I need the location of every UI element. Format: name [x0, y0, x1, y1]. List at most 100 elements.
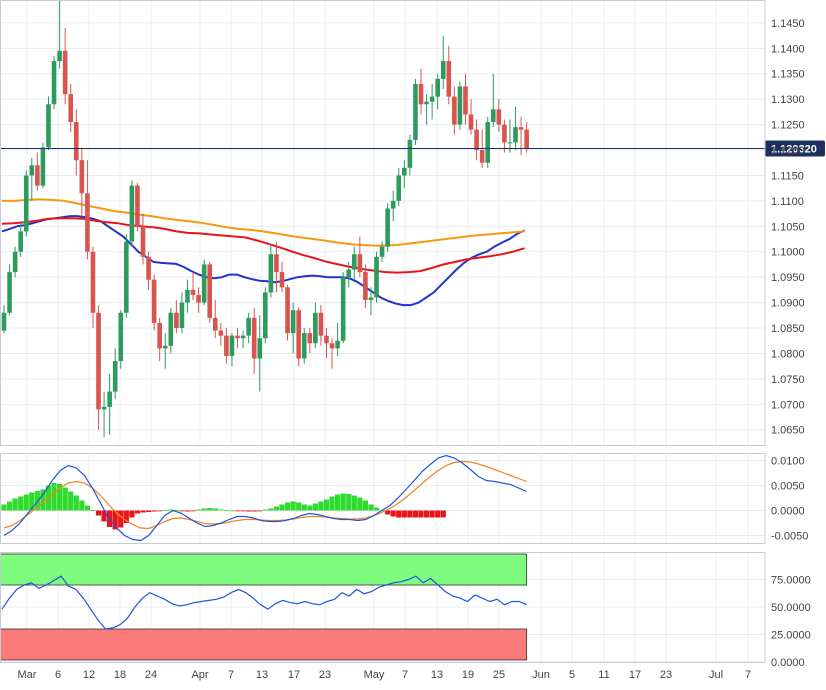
panel-frame	[0, 0, 766, 446]
candle-body	[285, 287, 290, 334]
macd-histogram-bar	[340, 493, 346, 511]
candle-body	[112, 361, 118, 392]
candle-body	[335, 340, 340, 349]
panel-frame	[0, 453, 766, 544]
macd-histogram-bar	[373, 507, 380, 511]
candle-body	[90, 251, 96, 313]
x-tick-label: 24	[145, 669, 157, 681]
candle-body	[463, 86, 468, 115]
macd-histogram-bar	[145, 510, 152, 512]
x-tick-label: 7	[402, 669, 408, 681]
macd-histogram-bar	[29, 492, 35, 511]
candle-body	[51, 61, 57, 105]
candle-body	[62, 50, 68, 95]
candle-body	[151, 279, 157, 323]
macd-histogram-bar	[179, 510, 185, 512]
macd-histogram-bar	[368, 504, 374, 511]
candle-body	[474, 129, 479, 151]
current-price-line: 1.120320	[0, 140, 825, 157]
y-tick-label: 1.1400	[771, 43, 805, 55]
candle-body	[390, 200, 396, 209]
macd-histogram-bar	[257, 510, 263, 512]
x-tick-label: Mar	[18, 669, 37, 681]
candle-body	[279, 272, 285, 288]
candle-body	[502, 124, 507, 143]
macd-histogram-bar	[357, 497, 363, 511]
candle-body	[513, 127, 518, 143]
x-tick-label: 17	[629, 669, 641, 681]
macd-histogram-bar	[401, 510, 407, 518]
candle-body	[346, 269, 352, 278]
candle-body	[452, 96, 457, 125]
macd-histogram-bar	[212, 508, 218, 511]
macd-histogram-bar	[168, 509, 174, 511]
macd-histogram-bar	[301, 504, 307, 511]
macd-histogram-bar	[84, 505, 90, 511]
macd-histogram-bar	[246, 510, 252, 512]
macd-histogram-bar	[101, 510, 107, 522]
macd-histogram-bar	[95, 510, 102, 516]
candle-body	[190, 289, 196, 295]
candle-body	[257, 338, 263, 359]
macd-histogram-bar	[134, 510, 141, 514]
macd-histogram-bar	[184, 510, 191, 512]
price-tag	[765, 140, 825, 157]
candle-body	[7, 272, 12, 313]
x-tick-label: Jun	[532, 669, 550, 681]
moving-average-line	[1, 215, 526, 307]
x-tick-label: 6	[55, 669, 61, 681]
macd-histogram-bar	[51, 483, 57, 511]
macd-line	[3, 454, 527, 542]
y-tick-label: 1.0750	[771, 374, 805, 386]
y-tick-label: 1.1100	[771, 196, 804, 208]
candle-body	[385, 208, 390, 247]
candle-body	[18, 231, 23, 252]
candle-body	[118, 312, 124, 362]
candle-body	[313, 312, 318, 344]
macd-histogram-bar	[57, 484, 63, 511]
y-tick-label: 1.1000	[771, 247, 805, 259]
candle-body	[524, 129, 529, 149]
candle-body	[201, 264, 207, 303]
macd-histogram-bar	[268, 508, 274, 511]
macd-histogram-bar	[140, 510, 146, 513]
macd-histogram-bar	[262, 509, 268, 511]
candle-body	[496, 109, 502, 125]
macd-histogram-bar	[123, 510, 129, 523]
y-tick-label: 75.0000	[771, 575, 811, 587]
candle-body	[368, 297, 374, 301]
macd-histogram-bar	[18, 496, 24, 511]
candle-body	[146, 256, 151, 280]
candle-body	[68, 94, 74, 123]
candle-body	[12, 251, 18, 273]
x-tick-label: 13	[256, 669, 268, 681]
macd-histogram-bar	[423, 510, 430, 518]
candle-body	[35, 165, 40, 186]
macd-histogram-bar	[201, 508, 207, 511]
y-tick-label: 1.0650	[771, 425, 805, 437]
y-tick-label: 1.0850	[771, 323, 805, 335]
x-tick-label: 12	[83, 669, 95, 681]
macd-histogram-bar	[207, 508, 213, 511]
macd-histogram-bar	[229, 510, 235, 512]
macd-histogram-bar	[79, 500, 85, 511]
candle-body	[490, 109, 496, 123]
macd-histogram-bar	[223, 510, 229, 511]
candle-body	[179, 302, 185, 329]
panel-frames	[0, 0, 766, 663]
y-tick-label: 25.0000	[771, 630, 811, 642]
macd-histogram-bar	[385, 510, 391, 515]
candle-body	[251, 317, 257, 359]
macd-histogram-bar	[307, 505, 313, 511]
candle-body	[268, 254, 274, 293]
y-tick-label: 0.0100	[771, 456, 805, 468]
macd-histogram-bar	[440, 510, 446, 518]
candlesticks	[1, 0, 529, 438]
candle-body	[168, 312, 174, 346]
candle-body	[290, 310, 296, 334]
macd-histogram-bar	[251, 510, 257, 512]
y-tick-label: 1.0900	[771, 298, 805, 310]
macd-histogram-bar	[412, 510, 419, 518]
y-tick-label: 50.0000	[771, 602, 811, 614]
